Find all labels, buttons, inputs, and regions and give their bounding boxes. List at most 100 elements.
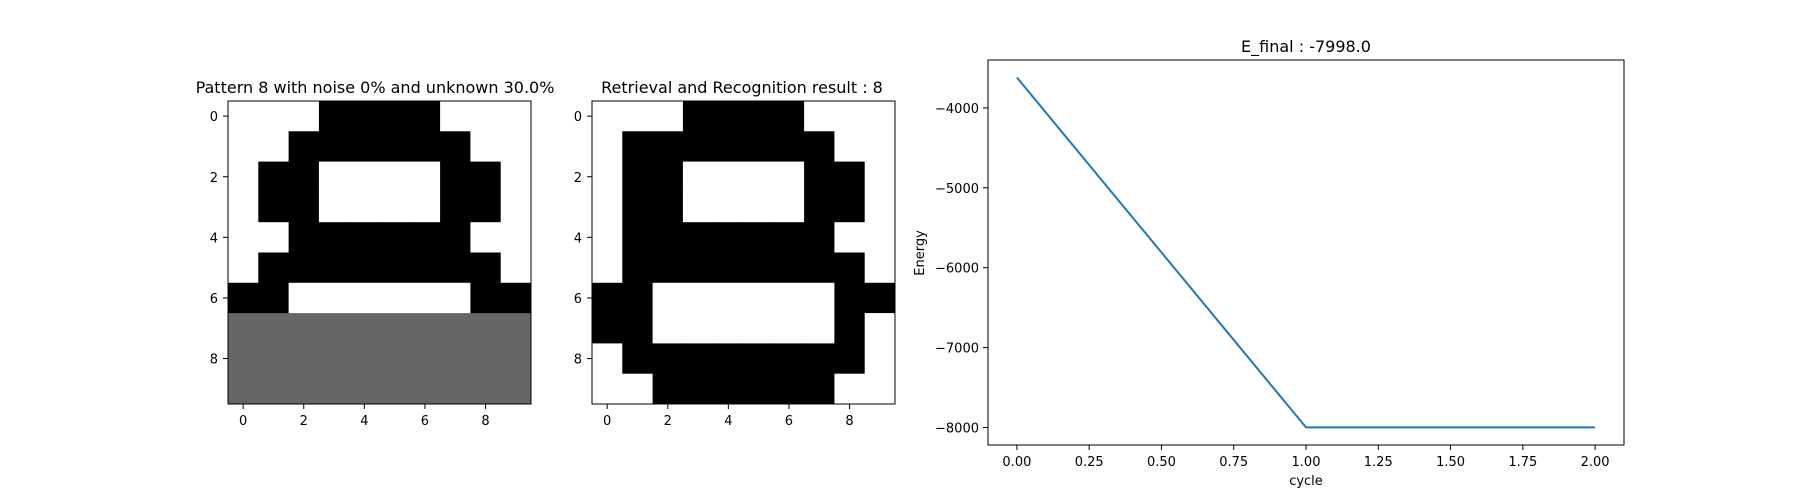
x-tick-label: 1.25: [1364, 455, 1393, 470]
grid-cell: [409, 191, 441, 223]
grid-cell: [258, 343, 289, 375]
x-tick-label: 1.00: [1292, 455, 1321, 470]
grid-cell: [743, 191, 775, 223]
grid-cell: [773, 252, 805, 284]
grid-cell: [713, 101, 744, 132]
pattern-x-ticks: 0 2 4 6 8: [239, 404, 490, 429]
grid-cell: [318, 343, 350, 375]
grid-cell: [258, 131, 289, 162]
grid-cell: [228, 252, 259, 284]
grid-cell: [804, 343, 835, 375]
x-tick-label: 1.50: [1436, 455, 1465, 470]
grid-cell: [592, 343, 623, 375]
grid-cell: [440, 131, 471, 162]
grid-cell: [713, 161, 744, 193]
grid-cell: [228, 373, 259, 405]
grid-cell: [379, 282, 411, 314]
grid-cell: [470, 131, 502, 162]
grid-cell: [773, 313, 805, 344]
x-tick-label: 0.50: [1147, 455, 1176, 470]
grid-cell: [743, 252, 775, 284]
y-tick-label: −7000: [935, 342, 979, 357]
grid-cell: [440, 191, 471, 223]
grid-cell: [773, 222, 805, 253]
grid-cell: [864, 282, 896, 314]
x-tick-label: 2: [664, 414, 672, 429]
grid-cell: [713, 191, 744, 223]
grid-cell: [349, 313, 380, 344]
grid-cell: [349, 343, 380, 375]
grid-cell: [500, 282, 532, 314]
grid-cell: [440, 252, 471, 284]
grid-cell: [652, 313, 684, 344]
grid-cell: [470, 313, 502, 344]
grid-cell: [349, 101, 380, 132]
grid-cell: [743, 222, 775, 253]
grid-cell: [500, 131, 532, 162]
energy-y-ticks: −4000 −5000 −6000 −7000 −8000: [935, 102, 988, 437]
grid-cell: [652, 373, 684, 405]
grid-cell: [349, 252, 380, 284]
grid-cell: [288, 313, 320, 344]
grid-cell: [622, 191, 653, 223]
grid-cell: [592, 161, 623, 193]
grid-cell: [470, 191, 502, 223]
x-tick-label: 8: [481, 414, 489, 429]
grid-cell: [713, 252, 744, 284]
grid-cell: [682, 282, 714, 314]
grid-cell: [834, 131, 866, 162]
grid-cell: [682, 191, 714, 223]
grid-cell: [318, 252, 350, 284]
grid-cell: [288, 222, 320, 253]
grid-cell: [409, 313, 441, 344]
result-x-ticks: 0 2 4 6 8: [603, 404, 854, 429]
y-tick-label: 6: [210, 292, 218, 307]
grid-cell: [743, 282, 775, 314]
y-tick-label: 2: [210, 171, 218, 186]
grid-cell: [228, 313, 259, 344]
grid-cell: [258, 101, 289, 132]
grid-cell: [500, 222, 532, 253]
grid-cell: [379, 222, 411, 253]
x-tick-label: 6: [785, 414, 793, 429]
grid-cell: [318, 313, 350, 344]
x-tick-label: 6: [421, 414, 429, 429]
grid-cell: [743, 373, 775, 405]
grid-cell: [804, 101, 835, 132]
grid-cell: [258, 313, 289, 344]
grid-cell: [288, 131, 320, 162]
grid-cell: [773, 131, 805, 162]
grid-cell: [500, 252, 532, 284]
grid-cell: [379, 161, 411, 193]
grid-cell: [500, 313, 532, 344]
energy-series-line: [1016, 76, 1596, 429]
grid-cell: [592, 373, 623, 405]
grid-cell: [470, 282, 502, 314]
grid-cell: [864, 252, 896, 284]
x-tick-label: 2.00: [1581, 455, 1610, 470]
grid-cell: [592, 101, 623, 132]
grid-cell: [470, 161, 502, 193]
grid-cell: [773, 282, 805, 314]
grid-cell: [682, 313, 714, 344]
grid-cell: [713, 131, 744, 162]
grid-cell: [349, 373, 380, 405]
grid-cell: [500, 191, 532, 223]
grid-cell: [349, 161, 380, 193]
grid-cell: [834, 101, 866, 132]
y-tick-label: 0: [210, 110, 218, 125]
grid-cell: [713, 313, 744, 344]
grid-cell: [622, 282, 653, 314]
grid-cell: [500, 373, 532, 405]
grid-cell: [713, 222, 744, 253]
grid-cell: [864, 222, 896, 253]
grid-cell: [288, 191, 320, 223]
grid-cell: [773, 343, 805, 375]
grid-cell: [622, 222, 653, 253]
grid-cell: [349, 131, 380, 162]
grid-cell: [258, 373, 289, 405]
grid-cell: [743, 343, 775, 375]
energy-y-label: Energy: [913, 230, 928, 276]
grid-cell: [773, 101, 805, 132]
